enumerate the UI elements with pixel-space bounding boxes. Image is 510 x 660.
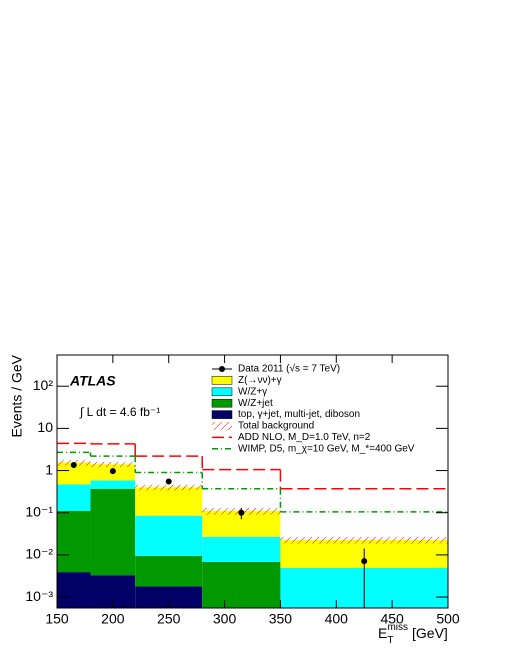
x-tick-label: 450 xyxy=(380,611,404,627)
data-point xyxy=(361,558,368,565)
x-tick-label: 250 xyxy=(157,611,181,627)
stack-bar xyxy=(135,515,203,556)
legend-key xyxy=(211,398,233,408)
x-label-sub: T xyxy=(387,635,393,646)
stack-bar xyxy=(57,462,91,485)
plot-frame xyxy=(56,354,449,609)
legend-label: Data 2011 (√s = 7 TeV) xyxy=(238,363,340,375)
x-label-base: E xyxy=(378,625,387,641)
x-tick-label: 150 xyxy=(45,611,69,627)
stack-bar xyxy=(90,480,136,489)
legend-key xyxy=(211,410,233,419)
y-tick-label: 10⁻¹ xyxy=(25,503,53,519)
y-tick-label: 10⁻³ xyxy=(25,588,53,604)
x-tick-label: 400 xyxy=(325,611,349,627)
data-point xyxy=(109,468,116,475)
legend-key xyxy=(211,376,233,385)
y-tick-label: 10⁻² xyxy=(25,546,53,562)
x-tick-label: 200 xyxy=(101,611,125,627)
stack-bar xyxy=(135,586,203,608)
total-background-band xyxy=(90,461,136,468)
legend-label: top, γ+jet, multi-jet, diboson xyxy=(238,409,360,420)
data-point xyxy=(238,509,245,516)
stack-bar xyxy=(90,488,136,576)
y-tick-label: 1 xyxy=(45,461,53,477)
y-tick-label: 10 xyxy=(37,419,53,435)
legend-key xyxy=(219,366,225,372)
legend-label: WIMP, D5, m_χ=10 GeV, M_*=400 GeV xyxy=(238,443,415,454)
legend-label: Z(→νν)+γ xyxy=(238,375,282,386)
total-background-band xyxy=(135,484,203,491)
x-tick-label: 500 xyxy=(436,611,460,627)
legend-key xyxy=(211,387,233,397)
stack-bar xyxy=(57,484,91,511)
atlas-label: ATLAS xyxy=(69,373,116,389)
stack-bar xyxy=(135,487,203,516)
legend-label: W/Z+γ xyxy=(238,386,267,397)
data-point xyxy=(70,462,77,469)
x-tick-label: 350 xyxy=(269,611,293,627)
x-label-unit: [GeV] xyxy=(412,625,448,641)
stack-bar xyxy=(202,536,281,562)
luminosity-label: ∫ L dt = 4.6 fb⁻¹ xyxy=(79,405,160,419)
stack-bar xyxy=(135,555,203,587)
legend-label: W/Z+jet xyxy=(238,398,273,409)
x-tick-label: 300 xyxy=(213,611,237,627)
stack-bar xyxy=(202,561,281,608)
x-label-sup: miss xyxy=(387,622,408,633)
x-axis-label: ETmiss [GeV] xyxy=(378,622,448,646)
stack-bar xyxy=(57,572,91,608)
stack-bar xyxy=(57,510,91,573)
data-point xyxy=(165,478,172,485)
legend-label: ADD NLO, M_D=1.0 TeV, n=2 xyxy=(238,432,371,443)
legend-label: Total background xyxy=(238,421,314,432)
y-tick-label: 10² xyxy=(33,377,54,393)
total-background-band xyxy=(280,536,448,544)
legend-key xyxy=(212,422,232,430)
y-axis-label: Events / GeV xyxy=(9,354,25,437)
